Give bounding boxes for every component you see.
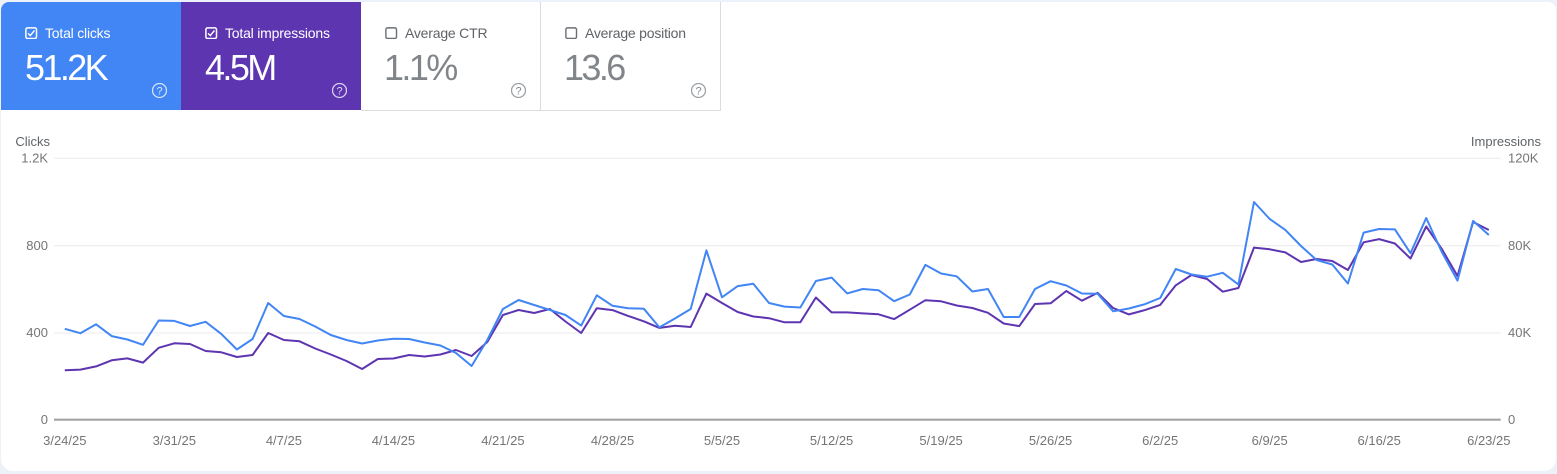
svg-text:?: ? [156,85,162,97]
svg-text:?: ? [695,85,701,97]
svg-text:?: ? [515,85,521,97]
svg-text:?: ? [336,85,342,97]
